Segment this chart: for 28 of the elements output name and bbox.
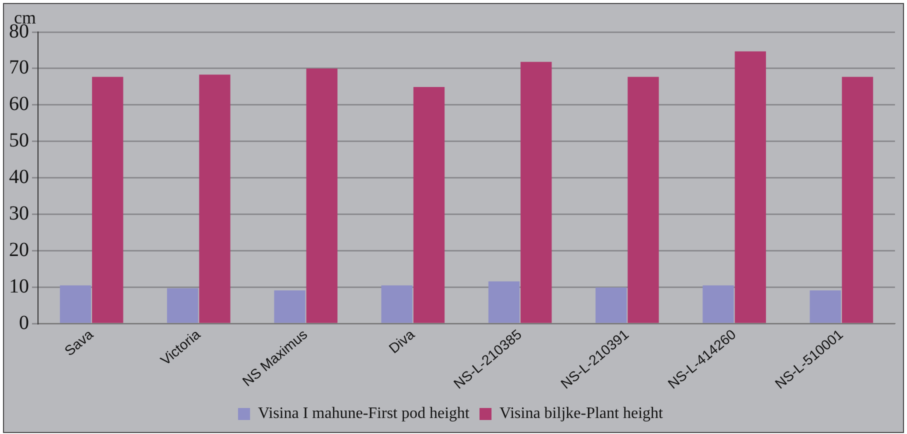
y-tick-label: 30 — [9, 202, 29, 224]
y-tick-label: 70 — [9, 56, 29, 79]
legend-label: Visina I mahune-First pod height — [258, 405, 470, 422]
legend-label: Visina biljke-Plant height — [499, 405, 664, 422]
bar — [413, 87, 445, 323]
x-tick-label: Sava — [61, 326, 96, 359]
bar — [488, 281, 520, 323]
bar — [628, 76, 659, 323]
y-tick-label: 50 — [9, 130, 29, 152]
bar — [199, 74, 230, 323]
y-tick-label: 20 — [9, 238, 29, 261]
bar — [381, 285, 412, 323]
bar — [60, 285, 92, 323]
bar — [810, 290, 841, 323]
bar — [306, 68, 338, 323]
bar — [734, 51, 766, 323]
y-tick-label: 40 — [9, 166, 29, 188]
x-tick-label: Diva — [386, 326, 418, 356]
bar — [167, 288, 198, 323]
bar — [92, 76, 124, 323]
y-tick-label: 0 — [19, 312, 29, 334]
y-tick-label: 10 — [9, 275, 29, 298]
bar — [702, 285, 734, 323]
bar — [274, 290, 306, 323]
y-tick-label: 60 — [9, 93, 29, 116]
bar — [520, 62, 552, 323]
bar — [842, 76, 874, 323]
bar — [596, 288, 627, 323]
